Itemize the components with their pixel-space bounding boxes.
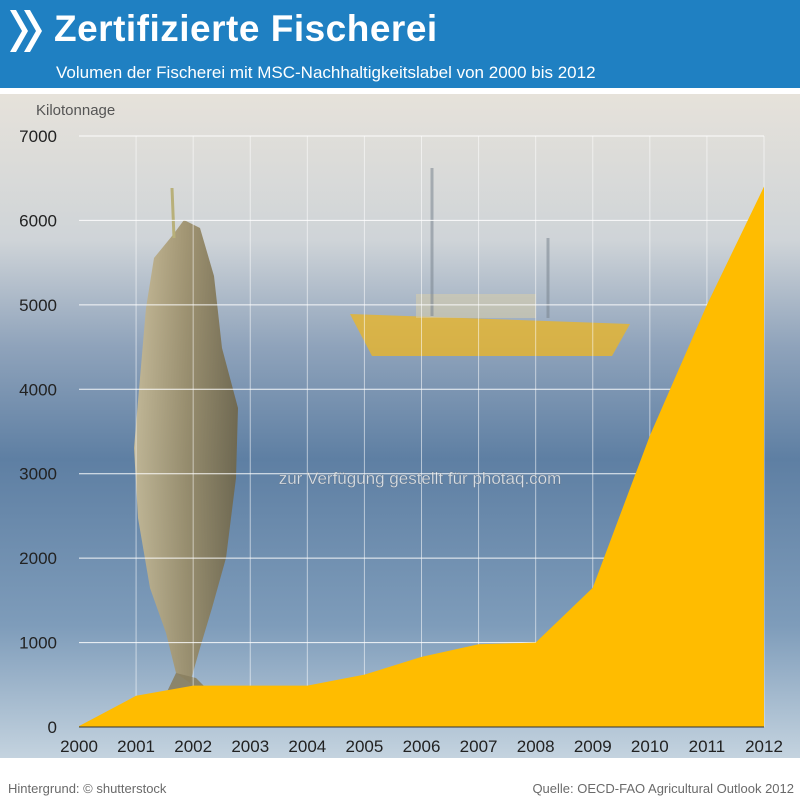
footer-credit: Hintergrund: © shutterstock <box>8 781 167 796</box>
x-tick-label: 2009 <box>574 737 612 756</box>
x-tick-label: 2002 <box>174 737 212 756</box>
x-axis-ticks: 2000 2001 2002 2003 2004 2005 2006 2007 2008 2009… <box>60 737 783 756</box>
y-tick-label: 6000 <box>19 211 57 230</box>
y-axis-ticks: 0 1000 2000 3000 4000 5000 6000 7000 <box>19 127 57 737</box>
gridlines <box>79 135 765 727</box>
x-tick-label: 2004 <box>288 737 326 756</box>
area-series <box>79 186 764 728</box>
header-bar: Zertifizierte Fischerei Volumen der Fisc… <box>0 0 800 88</box>
x-tick-label: 2007 <box>460 737 498 756</box>
y-axis-label: Kilotonnage <box>36 102 115 119</box>
x-tick-label: 2011 <box>689 737 726 756</box>
x-tick-label: 2001 <box>117 737 155 756</box>
x-tick-label: 2012 <box>745 737 783 756</box>
watermark-text: zur Verfügung gestellt für photaq.com <box>279 469 562 488</box>
y-tick-label: 1000 <box>19 634 57 653</box>
x-tick-label: 2000 <box>60 737 98 756</box>
x-tick-label: 2010 <box>631 737 669 756</box>
x-tick-label: 2006 <box>403 737 441 756</box>
x-tick-label: 2005 <box>346 737 384 756</box>
y-tick-label: 3000 <box>19 465 57 484</box>
x-tick-label: 2003 <box>231 737 269 756</box>
chevrons-logo-icon <box>10 10 42 52</box>
series-area <box>78 186 765 728</box>
y-tick-label: 4000 <box>19 380 57 399</box>
page-title: Zertifizierte Fischerei <box>54 8 438 49</box>
y-tick-label: 7000 <box>19 127 57 146</box>
footer-source: Quelle: OECD-FAO Agricultural Outlook 20… <box>532 781 794 796</box>
y-tick-label: 5000 <box>19 296 57 315</box>
y-tick-label: 2000 <box>19 549 57 568</box>
y-tick-label: 0 <box>48 718 57 737</box>
page-subtitle: Volumen der Fischerei mit MSC-Nachhaltig… <box>56 63 596 82</box>
x-tick-label: 2008 <box>517 737 555 756</box>
